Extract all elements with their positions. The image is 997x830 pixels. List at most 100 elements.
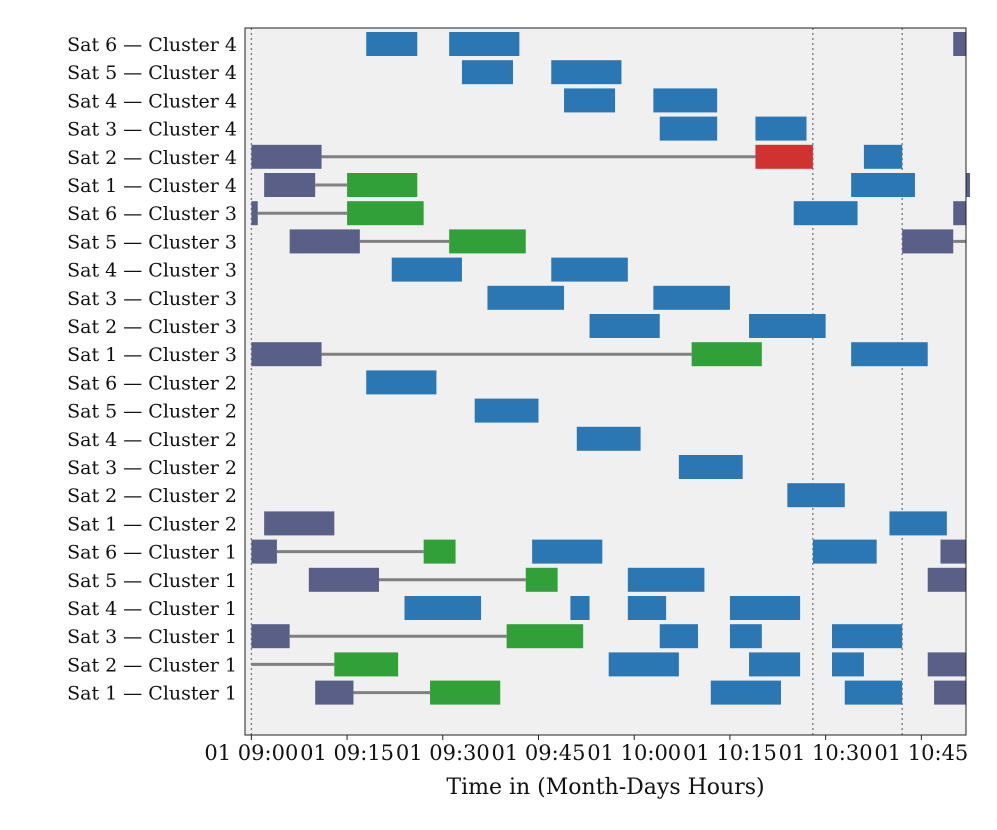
task-bar [551,60,622,85]
task-bar [391,257,462,282]
row-label: Sat 1 — Cluster 4 [67,175,237,197]
task-bar [627,596,667,620]
row-label: Sat 6 — Cluster 3 [67,203,237,225]
row-label: Sat 6 — Cluster 4 [67,34,237,56]
task-bar [474,398,539,423]
task-bar [927,652,966,677]
x-tick-label: 01 10:30 [779,741,873,765]
row-label: Sat 2 — Cluster 4 [67,147,237,169]
x-tick-label: 01 09:30 [396,741,490,765]
task-bar [551,257,628,282]
task-bar [851,342,928,367]
x-axis-ticks: 01 09:00 01 09:15 01 09:30 01 09:45 01 10:00… [204,735,968,765]
row-label: Sat 5 — Cluster 1 [67,570,237,592]
task-bar [264,173,316,197]
task-bars [251,32,970,705]
task-bar [564,88,616,113]
task-bar [953,201,966,226]
row-label: Sat 5 — Cluster 4 [67,62,237,84]
task-bar [430,680,501,705]
task-bar [315,680,354,705]
task-bar [927,567,966,592]
connector-lines [251,155,966,695]
task-bar [832,652,864,677]
row-label: Sat 3 — Cluster 3 [67,288,237,310]
task-bar [423,539,456,564]
row-label: Sat 3 — Cluster 2 [67,457,237,479]
task-bar [334,652,399,677]
task-bar [934,680,966,705]
row-label: Sat 3 — Cluster 1 [67,626,237,648]
row-label: Sat 4 — Cluster 2 [67,429,237,451]
x-tick-label: 01 10:45 [874,741,968,765]
task-bar [347,173,418,197]
row-label: Sat 5 — Cluster 3 [67,231,237,253]
task-bar [487,285,565,310]
task-bar [863,144,903,169]
row-label: Sat 2 — Cluster 1 [67,654,237,676]
row-label: Sat 1 — Cluster 1 [67,683,237,705]
task-bar [404,596,482,620]
task-bar [940,539,966,564]
task-bar [251,539,277,564]
task-bar [532,539,603,564]
task-bar [851,173,915,197]
task-bar [889,511,947,536]
row-label: Sat 2 — Cluster 2 [67,485,237,507]
task-bar [729,624,762,649]
task-bar [691,342,762,367]
task-bar [729,596,801,620]
plot-frame [244,27,967,736]
task-bar [844,680,903,705]
x-tick-label: 01 09:45 [492,741,586,765]
task-bar [570,596,590,620]
row-label: Sat 1 — Cluster 3 [67,344,237,366]
row-labels: Sat 6 — Cluster 4 Sat 5 — Cluster 4 Sat 4 … [67,34,237,705]
task-bar [525,567,558,592]
task-bar [506,624,584,649]
task-bar [755,144,813,169]
task-bar [461,60,513,85]
x-tick-label: 01 10:00 [587,741,681,765]
task-bar [576,426,641,451]
row-label: Sat 1 — Cluster 2 [67,513,237,535]
row-label: Sat 6 — Cluster 1 [67,542,237,564]
x-axis-label: Time in (Month-Days Hours) [446,775,764,800]
task-bar [678,455,743,479]
row-label: Sat 2 — Cluster 3 [67,316,237,338]
x-tick-label: 01 09:15 [300,741,394,765]
task-bar [449,32,520,56]
task-bar [627,567,705,592]
task-bar [902,229,954,254]
task-bar [653,88,718,113]
task-bar [251,144,322,169]
task-bar [608,652,679,677]
task-bar [308,567,379,592]
plot-area [245,28,966,735]
task-bar [659,624,699,649]
task-bar [953,32,966,56]
task-bar [589,314,660,338]
task-bar [755,116,807,141]
task-bar [251,342,322,367]
task-bar [659,116,718,141]
task-bar [289,229,360,254]
task-bar [264,511,335,536]
task-bar [787,483,845,508]
task-bar [449,229,526,254]
task-bar [749,314,826,338]
row-label: Sat 4 — Cluster 4 [67,90,237,112]
task-bar [251,201,258,226]
task-bar [710,680,781,705]
task-bar [366,370,437,395]
task-bar [366,32,418,56]
task-bar [832,624,903,649]
task-bar [347,201,424,226]
task-bar [812,539,877,564]
x-tick-label: 01 10:15 [683,741,777,765]
task-bar [793,201,858,226]
task-bar [653,285,730,310]
task-bar [251,624,290,649]
task-bar [966,173,970,197]
row-label: Sat 6 — Cluster 2 [67,372,237,394]
